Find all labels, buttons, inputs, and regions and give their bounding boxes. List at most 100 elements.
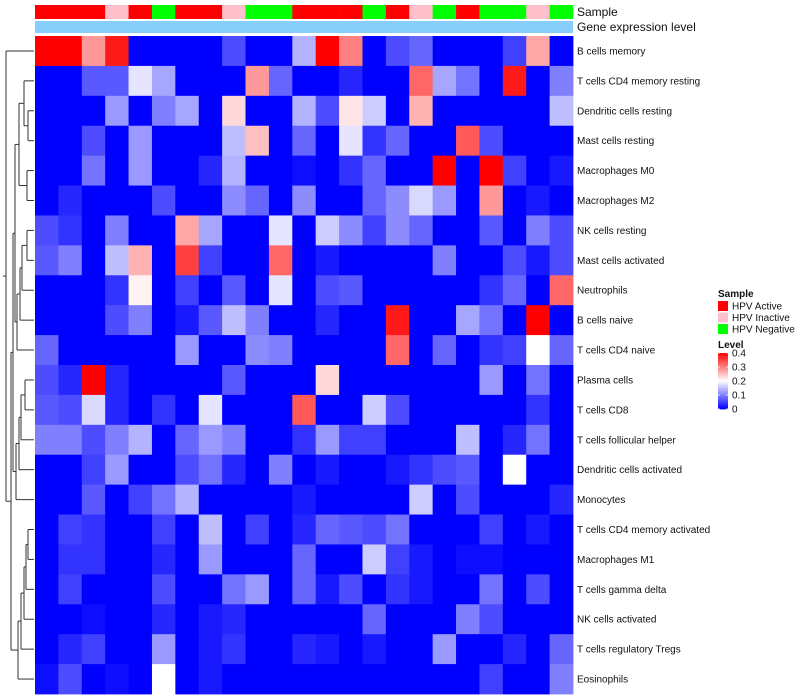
level-gradient-step: [718, 368, 728, 371]
level-tick-label: 0.2: [732, 377, 746, 388]
heatmap-cell: [315, 454, 340, 486]
row-label: Macrophages M1: [577, 555, 655, 566]
row-label: T cells CD8: [577, 405, 629, 416]
heatmap-cell: [175, 155, 200, 186]
heatmap-cell: [479, 155, 504, 186]
heatmap-cell: [292, 424, 317, 456]
heatmap-cell: [502, 185, 527, 216]
heatmap-cell: [432, 514, 457, 545]
heatmap-cell: [362, 245, 387, 276]
heatmap-cell: [105, 36, 129, 67]
row-label: T cells gamma delta: [577, 585, 667, 596]
heatmap-cells: [35, 36, 574, 695]
heatmap-cell: [456, 544, 480, 575]
sample-annotation-cell: [502, 5, 527, 19]
heatmap-cell: [151, 604, 176, 635]
heatmap-cell: [479, 305, 504, 336]
heatmap-cell: [409, 544, 434, 575]
sample-annotation-cell: [456, 5, 480, 19]
heatmap-cell: [198, 484, 223, 515]
heatmap-cell: [339, 275, 363, 306]
heatmap-cell: [222, 125, 246, 157]
heatmap-cell: [35, 574, 59, 605]
heatmap-cell: [81, 95, 106, 127]
level-gradient-step: [718, 406, 728, 408]
heatmap-cell: [58, 305, 83, 336]
row-label: B cells memory: [577, 46, 645, 57]
heatmap-cell: [526, 424, 551, 456]
heatmap-cell: [128, 634, 153, 665]
heatmap-cell: [81, 544, 106, 575]
heatmap-cell: [502, 36, 527, 67]
heatmap-cell: [456, 365, 480, 396]
heatmap-cell: [198, 574, 223, 605]
heatmap-cell: [456, 424, 480, 456]
level-gradient-step: [718, 386, 728, 389]
heatmap-cell: [128, 424, 153, 456]
heatmap-cell: [315, 335, 340, 366]
sample-annotation-cell: [339, 5, 363, 19]
heatmap-cell: [81, 394, 106, 426]
heatmap-cell: [456, 155, 480, 186]
heatmap-cell: [385, 65, 410, 97]
row-label: T cells follicular helper: [577, 435, 676, 446]
heatmap-cell: [456, 574, 480, 605]
heatmap-cell: [58, 125, 83, 157]
level-legend-title: Level: [718, 340, 744, 351]
heatmap-cell: [268, 604, 293, 635]
heatmap-cell: [409, 604, 434, 635]
heatmap-cell: [432, 634, 457, 665]
heatmap-cell: [151, 484, 176, 515]
heatmap-cell: [409, 484, 434, 515]
heatmap-cell: [35, 544, 59, 575]
heatmap-cell: [35, 275, 59, 306]
heatmap-cell: [549, 574, 574, 605]
heatmap-cell: [339, 514, 363, 545]
heatmap-cell: [549, 36, 574, 67]
heatmap-cell: [222, 365, 246, 396]
heatmap-cell: [479, 604, 504, 635]
heatmap-cell: [175, 305, 200, 336]
heatmap-cell: [58, 215, 83, 246]
level-gradient-step: [718, 385, 728, 387]
heatmap-cell: [222, 604, 246, 635]
heatmap-cell: [245, 394, 270, 426]
heatmap-cell: [222, 245, 246, 276]
heatmap-cell: [151, 335, 176, 366]
heatmap-cell: [35, 335, 59, 366]
heatmap-cell: [315, 125, 340, 157]
heatmap-cell: [222, 544, 246, 575]
heatmap-cell: [456, 125, 480, 157]
heatmap-cell: [315, 305, 340, 336]
heatmap-cell: [549, 305, 574, 336]
heatmap-cell: [362, 604, 387, 635]
heatmap-cell: [268, 95, 293, 127]
heatmap-cell: [175, 424, 200, 456]
heatmap-cell: [35, 634, 59, 665]
heatmap-cell: [35, 664, 59, 695]
level-gradient-step: [718, 400, 728, 403]
heatmap-cell: [292, 604, 317, 635]
heatmap-cell: [81, 514, 106, 545]
heatmap-cell: [222, 335, 246, 366]
heatmap-cell: [81, 125, 106, 157]
heatmap-cell: [268, 574, 293, 605]
heatmap-cell: [268, 454, 293, 486]
heatmap-cell: [526, 604, 551, 635]
heatmap-cell: [385, 245, 410, 276]
heatmap-cell: [456, 65, 480, 97]
heatmap-cell: [175, 484, 200, 515]
heatmap-cell: [362, 365, 387, 396]
heatmap-cell: [268, 514, 293, 545]
heatmap-cell: [268, 185, 293, 216]
heatmap-cell: [479, 65, 504, 97]
heatmap-cell: [526, 514, 551, 545]
heatmap-cell: [128, 604, 153, 635]
heatmap-cell: [432, 95, 457, 127]
level-gradient-step: [718, 396, 728, 399]
heatmap-cell: [456, 394, 480, 426]
heatmap-cell: [198, 155, 223, 186]
heatmap-cell: [128, 394, 153, 426]
heatmap-cell: [432, 245, 457, 276]
